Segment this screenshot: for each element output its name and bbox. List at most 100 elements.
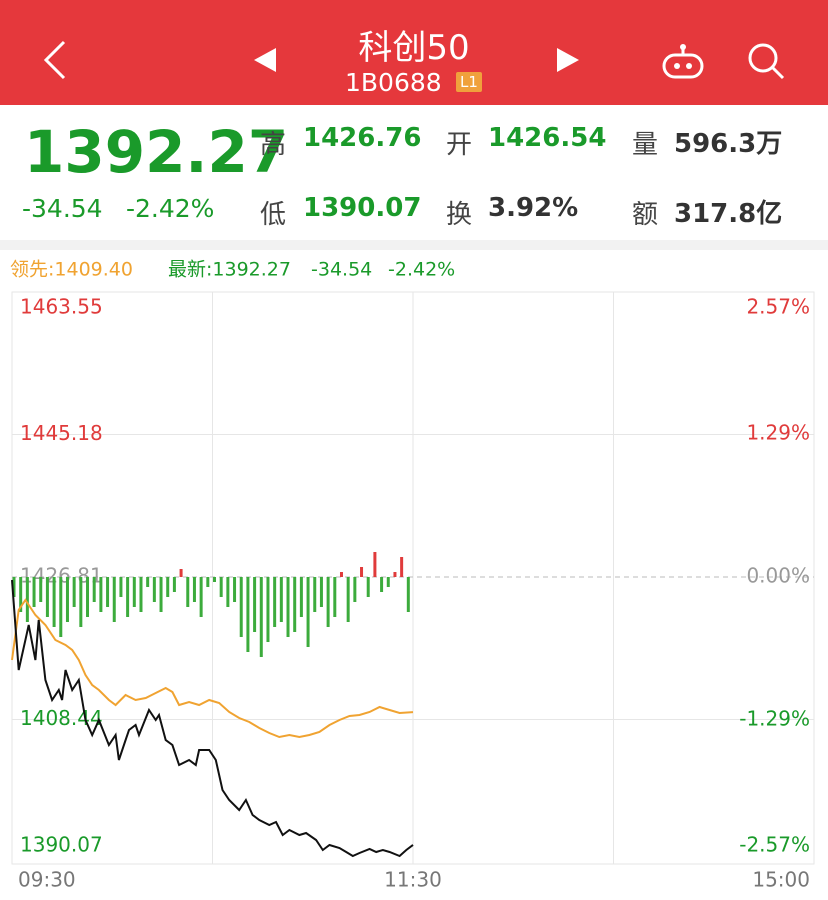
- strength-bar: [406, 577, 410, 612]
- x-tick-label: 15:00: [752, 868, 810, 892]
- strength-bar: [146, 577, 150, 587]
- strength-bar: [192, 577, 196, 602]
- strength-bar: [139, 577, 143, 612]
- strength-bar: [119, 577, 123, 597]
- strength-bar: [233, 577, 237, 602]
- strength-bar: [246, 577, 250, 652]
- strength-bar: [253, 577, 257, 632]
- strength-bar: [293, 577, 297, 632]
- lead-readout: 领先:1409.40: [10, 259, 133, 281]
- strength-bar: [72, 577, 76, 607]
- pct-readout: -2.42%: [388, 259, 455, 281]
- header-bar: 科创50 1B0688 L1: [0, 0, 828, 105]
- strength-bar: [226, 577, 230, 607]
- stat-label: 量: [632, 130, 659, 160]
- robot-button[interactable]: [660, 42, 706, 82]
- strength-bar: [12, 577, 16, 597]
- strength-bar: [273, 577, 277, 627]
- strength-bar: [52, 577, 56, 627]
- strength-bar: [199, 577, 203, 617]
- strength-bar: [86, 577, 90, 617]
- strength-bar: [19, 577, 23, 612]
- strength-bar: [219, 577, 223, 597]
- strength-bar: [299, 577, 303, 617]
- change: -34.54: [22, 194, 103, 223]
- strength-bar: [179, 569, 183, 577]
- strength-bar: [106, 577, 110, 607]
- search-button[interactable]: [745, 40, 787, 82]
- strength-bar: [400, 557, 404, 577]
- strength-bar: [279, 577, 283, 622]
- strength-bar: [172, 577, 176, 592]
- separator: [0, 240, 828, 250]
- strength-bar: [239, 577, 243, 637]
- stat-value: 1390.07: [303, 193, 422, 223]
- strength-bar: [32, 577, 36, 607]
- stat-value: 1426.76: [303, 123, 422, 153]
- strength-bar: [360, 567, 364, 577]
- level-badge: L1: [456, 72, 482, 92]
- strength-bar: [306, 577, 310, 647]
- prev-button[interactable]: [250, 46, 280, 74]
- back-button[interactable]: [38, 38, 72, 82]
- y2-tick-label: 0.00%: [746, 564, 810, 588]
- strength-bar: [92, 577, 96, 602]
- strength-bar: [380, 577, 384, 592]
- strength-bar: [319, 577, 323, 607]
- strength-bar: [152, 577, 156, 602]
- strength-bar: [333, 577, 337, 617]
- strength-bar: [99, 577, 103, 612]
- strength-bar: [353, 577, 357, 602]
- strength-bar: [286, 577, 290, 637]
- y2-tick-label: 2.57%: [746, 295, 810, 319]
- stat-value: 3.92%: [488, 193, 579, 223]
- x-tick-label: 09:30: [18, 868, 76, 892]
- strength-bar: [65, 577, 69, 622]
- strength-bar: [159, 577, 163, 612]
- strength-bar: [186, 577, 190, 607]
- strength-bar: [25, 577, 29, 622]
- strength-bar: [45, 577, 49, 617]
- stat-label: 额: [632, 200, 659, 230]
- y-tick-label: 1408.44: [20, 706, 103, 730]
- next-button[interactable]: [553, 46, 583, 74]
- strength-bar: [259, 577, 263, 657]
- strength-bar: [206, 577, 210, 587]
- y-tick-label: 1445.18: [20, 421, 103, 445]
- stat-value: 317.8亿: [674, 199, 783, 229]
- strength-bar: [393, 572, 397, 577]
- strength-bar: [266, 577, 270, 642]
- strength-bar: [79, 577, 83, 627]
- stat-label: 换: [446, 200, 473, 230]
- strength-bar: [39, 577, 43, 602]
- strength-bar: [366, 577, 370, 597]
- y-tick-label: 1463.55: [20, 295, 103, 319]
- strength-bar: [339, 572, 343, 577]
- stat-value: 1426.54: [488, 123, 607, 153]
- code: 1B0688: [345, 68, 442, 97]
- chart: 领先:1409.40 最新:1392.27 -34.54 -2.42% 1390…: [10, 259, 815, 892]
- strength-bar: [326, 577, 330, 627]
- strength-bar: [373, 552, 377, 577]
- change-readout: -34.54: [311, 259, 372, 281]
- strength-bar: [112, 577, 116, 622]
- y-tick-label: 1390.07: [20, 833, 103, 857]
- last-price: 1392.27: [24, 118, 289, 186]
- stat-label: 开: [446, 130, 473, 160]
- strength-bar: [132, 577, 136, 607]
- stat-label: 低: [260, 200, 287, 230]
- latest-readout: 最新:1392.27: [168, 259, 291, 281]
- title: 科创50: [358, 28, 470, 68]
- y2-tick-label: -1.29%: [739, 707, 810, 731]
- stat-label: 高: [260, 130, 287, 160]
- strength-bar: [126, 577, 130, 617]
- x-tick-label: 11:30: [384, 868, 442, 892]
- strength-bar: [386, 577, 390, 587]
- strength-bar: [166, 577, 170, 597]
- stat-value: 596.3万: [674, 129, 783, 159]
- y2-tick-label: -2.57%: [739, 833, 810, 857]
- change-pct: -2.42%: [126, 194, 215, 223]
- strength-bar: [346, 577, 350, 622]
